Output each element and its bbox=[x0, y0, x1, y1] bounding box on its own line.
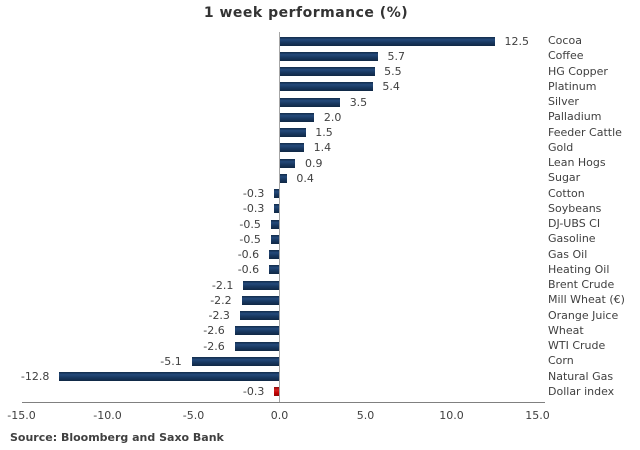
x-tick-label: 5.0 bbox=[356, 409, 375, 422]
bar bbox=[243, 280, 280, 290]
category-label: Orange Juice bbox=[548, 308, 619, 322]
value-label: -2.2 bbox=[210, 293, 232, 307]
x-tick-label: -5.0 bbox=[182, 409, 205, 422]
bar bbox=[280, 173, 287, 183]
category-label: Lean Hogs bbox=[548, 156, 606, 170]
category-label: Soybeans bbox=[548, 201, 602, 215]
value-label: -2.3 bbox=[208, 309, 230, 323]
value-label: 1.4 bbox=[313, 141, 332, 155]
bar bbox=[191, 356, 280, 366]
value-label: 5.7 bbox=[387, 49, 406, 63]
value-label: -0.5 bbox=[239, 232, 261, 246]
bar bbox=[270, 234, 280, 244]
category-label: DJ-UBS CI bbox=[548, 217, 601, 231]
category-label: Brent Crude bbox=[548, 278, 615, 292]
category-label: Platinum bbox=[548, 79, 597, 93]
bar bbox=[274, 204, 280, 214]
value-label: -0.3 bbox=[242, 202, 265, 216]
x-tick-label: 0.0 bbox=[270, 409, 289, 422]
bar bbox=[269, 250, 280, 260]
category-label: Wheat bbox=[548, 323, 584, 337]
value-label: -0.6 bbox=[237, 248, 260, 262]
chart-title: 1 week performance (%) bbox=[203, 5, 409, 21]
value-label: -0.3 bbox=[242, 187, 265, 201]
value-label: 0.9 bbox=[304, 156, 323, 170]
category-label: Palladium bbox=[548, 110, 602, 124]
bar bbox=[239, 311, 280, 321]
value-label: 0.4 bbox=[296, 171, 314, 185]
bar bbox=[241, 295, 280, 305]
category-label: Gas Oil bbox=[548, 247, 588, 261]
value-label: -0.5 bbox=[239, 217, 261, 231]
value-label: -5.1 bbox=[160, 354, 182, 368]
value-label: 12.5 bbox=[504, 34, 530, 48]
category-label: Cotton bbox=[548, 186, 585, 200]
category-label: Gasoline bbox=[548, 232, 596, 246]
category-label: Coffee bbox=[548, 49, 584, 63]
category-label: WTI Crude bbox=[548, 339, 606, 353]
zero-baseline bbox=[279, 32, 280, 402]
bar bbox=[280, 67, 375, 77]
value-label: 5.5 bbox=[384, 65, 402, 79]
bar bbox=[274, 189, 280, 199]
bar bbox=[280, 36, 495, 46]
bar bbox=[269, 265, 280, 275]
value-label: -2.6 bbox=[203, 324, 225, 338]
bar bbox=[234, 326, 280, 336]
x-tick-label: 10.0 bbox=[439, 409, 464, 422]
value-label: 3.5 bbox=[349, 95, 368, 109]
bar bbox=[280, 82, 373, 92]
value-label: -0.3 bbox=[242, 385, 265, 399]
value-label: 1.5 bbox=[315, 126, 333, 140]
category-label: Heating Oil bbox=[548, 262, 610, 276]
category-label: Dollar index bbox=[548, 384, 615, 398]
x-tick-label: -15.0 bbox=[7, 409, 36, 422]
category-label: Mill Wheat (€) bbox=[548, 293, 625, 307]
source-note: Source: Bloomberg and Saxo Bank bbox=[10, 431, 224, 444]
category-label: HG Copper bbox=[548, 64, 608, 78]
category-label: Gold bbox=[548, 140, 574, 154]
category-label: Natural Gas bbox=[548, 369, 614, 383]
bar bbox=[280, 112, 315, 122]
bar bbox=[280, 97, 341, 107]
x-tick-label: 15.0 bbox=[525, 409, 550, 422]
category-label: Cocoa bbox=[548, 34, 582, 47]
x-tick-label: -10.0 bbox=[93, 409, 122, 422]
value-label: -0.6 bbox=[237, 263, 260, 277]
bar bbox=[280, 143, 305, 153]
bar bbox=[280, 128, 306, 138]
bar bbox=[234, 341, 280, 351]
bar bbox=[280, 51, 379, 61]
value-label: -12.8 bbox=[20, 370, 50, 384]
bar bbox=[59, 372, 280, 382]
category-label: Silver bbox=[548, 95, 579, 109]
bar bbox=[274, 387, 280, 397]
category-label: Corn bbox=[548, 354, 574, 368]
value-label: 2.0 bbox=[323, 110, 342, 124]
value-label: -2.6 bbox=[203, 339, 225, 353]
category-label: Feeder Cattle bbox=[548, 125, 622, 139]
bar bbox=[280, 158, 296, 168]
bar bbox=[270, 219, 280, 229]
category-label: Sugar bbox=[548, 171, 581, 185]
value-label: -2.1 bbox=[211, 278, 234, 292]
x-axis-line bbox=[22, 402, 545, 403]
value-label: 5.4 bbox=[382, 80, 400, 94]
